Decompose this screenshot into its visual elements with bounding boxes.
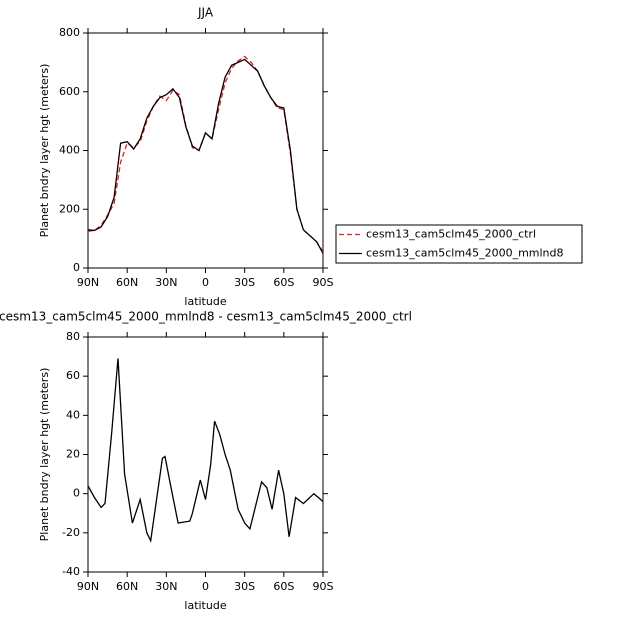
y-tick-label: 20 bbox=[66, 448, 80, 461]
x-tick-label: 60S bbox=[273, 276, 294, 289]
x-tick-label: 90N bbox=[77, 580, 99, 593]
y-tick-label: 600 bbox=[59, 85, 80, 98]
x-axis-label: latitude bbox=[184, 599, 226, 612]
x-axis-label: latitude bbox=[184, 295, 226, 308]
y-tick-label: -20 bbox=[62, 526, 80, 539]
data-line bbox=[87, 58, 324, 254]
x-tick-label: 60N bbox=[116, 580, 138, 593]
plot-frame bbox=[87, 32, 324, 269]
x-tick-label: 30S bbox=[234, 276, 255, 289]
chart-title: cesm13_cam5clm45_2000_mmlnd8 - cesm13_ca… bbox=[0, 310, 412, 324]
x-tick-label: 30N bbox=[155, 580, 177, 593]
x-tick-label: 90S bbox=[313, 580, 334, 593]
x-tick-label: 60S bbox=[273, 580, 294, 593]
x-tick-label: 0 bbox=[202, 580, 209, 593]
data-line bbox=[87, 55, 324, 253]
y-tick-label: 800 bbox=[59, 26, 80, 39]
y-tick-label: -40 bbox=[62, 565, 80, 578]
y-tick-label: 200 bbox=[59, 202, 80, 215]
y-tick-label: 80 bbox=[66, 330, 80, 343]
y-tick-label: 40 bbox=[66, 408, 80, 421]
x-tick-label: 0 bbox=[202, 276, 209, 289]
x-tick-label: 90N bbox=[77, 276, 99, 289]
y-tick-label: 0 bbox=[73, 487, 80, 500]
x-tick-label: 90S bbox=[313, 276, 334, 289]
data-line bbox=[87, 358, 324, 543]
x-tick-label: 30S bbox=[234, 580, 255, 593]
y-tick-label: 400 bbox=[59, 144, 80, 157]
chart-title: JJA bbox=[197, 6, 214, 20]
y-axis-label: Planet bndry layer hgt (meters) bbox=[38, 64, 51, 238]
legend-label: cesm13_cam5clm45_2000_mmlnd8 bbox=[366, 247, 564, 260]
y-axis-label: Planet bndry layer hgt (meters) bbox=[38, 368, 51, 542]
x-tick-label: 30N bbox=[155, 276, 177, 289]
x-tick-label: 60N bbox=[116, 276, 138, 289]
y-tick-label: 0 bbox=[73, 261, 80, 274]
legend-box bbox=[335, 224, 583, 264]
legend-label: cesm13_cam5clm45_2000_ctrl bbox=[366, 228, 536, 241]
y-tick-label: 60 bbox=[66, 369, 80, 382]
